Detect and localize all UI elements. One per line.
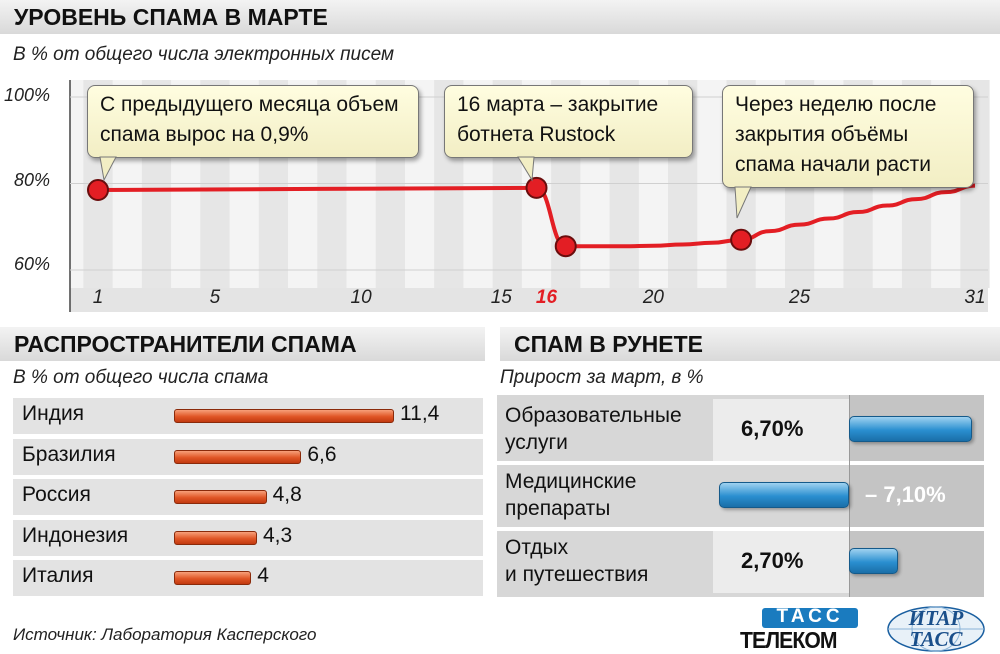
itar-logo-text: ИТАР (908, 606, 964, 630)
line-chart-subtitle: В % от общего числа электронных писем (13, 44, 394, 65)
x-tick-label: 5 (209, 287, 221, 308)
distributors-title: РАСПРОСТРАНИТЕЛИ СПАМА (0, 327, 485, 361)
runet-category-line: Образовательные (505, 404, 682, 427)
runet-value-cell (713, 531, 849, 593)
country-value: 4,3 (262, 523, 293, 547)
country-value: 4,8 (272, 483, 302, 507)
x-tick-label: 25 (789, 287, 811, 308)
runet-bar (849, 548, 899, 574)
callout-rustock-closure: 16 марта – закрытие ботнета Rustock (444, 85, 693, 158)
data-point-marker (730, 228, 753, 251)
callout-spam-recovery: Через неделю после закрытия объёмы спама… (722, 85, 974, 188)
runet-subtitle: Прирост за март, в % (500, 367, 704, 388)
x-tick-label: 31 (964, 287, 986, 308)
y-tick-label: 100% (4, 85, 51, 105)
x-tick-label: 16 (535, 287, 558, 308)
country-label: Индонезия (22, 523, 129, 547)
tass-logo-text: ТАСС (776, 606, 844, 627)
country-bar (174, 530, 257, 545)
country-label: Бразилия (22, 442, 116, 466)
runet-category-line: и путешествия (505, 563, 649, 586)
y-tick-label: 60% (14, 254, 51, 274)
runet-value: – 7,10% (865, 482, 946, 507)
globe-icon (887, 606, 985, 652)
runet-category-line: Медицинские (505, 470, 637, 493)
data-point-marker (87, 178, 109, 201)
tass-telecom-logo: ТАСС ТЕЛЕКОМ (740, 606, 868, 653)
country-value: 6,6 (307, 442, 337, 466)
country-label: Италия (22, 564, 94, 588)
spam-level-line (97, 183, 976, 249)
runet-category-label: Медицинские препараты (505, 468, 636, 522)
runet-zero-line (849, 395, 850, 597)
callout-monthly-growth: С предыдущего месяца объем спама вырос н… (87, 85, 419, 158)
runet-bar (719, 482, 849, 508)
source-note: Источник: Лаборатория Касперского (13, 625, 317, 644)
country-label: Индия (22, 402, 85, 425)
country-label: Россия (22, 483, 91, 507)
x-tick-label: 15 (490, 287, 512, 308)
data-point-marker (525, 176, 548, 199)
runet-category-label: Отдых и путешествия (505, 534, 648, 588)
x-tick-label: 20 (642, 287, 664, 308)
country-bar (174, 409, 395, 423)
country-value: 4 (257, 564, 269, 588)
itar-tass-logo: ИТАР ТАСС (886, 606, 986, 652)
x-tick-label: 1 (92, 287, 104, 308)
runet-value: 2,70% (741, 548, 804, 573)
runet-bar (849, 416, 972, 442)
runet-category-line: Отдых (505, 536, 569, 559)
runet-category-line: препараты (505, 497, 611, 520)
callout-pointers (99, 156, 752, 219)
data-point-marker (554, 235, 577, 258)
y-tick-label: 80% (14, 170, 51, 190)
runet-category-line: услуги (505, 431, 568, 454)
runet-category-label: Образовательные услуги (505, 402, 682, 456)
tass-logo-text: ТАСС (909, 627, 963, 651)
runet-white-separator (497, 527, 984, 531)
country-bar (174, 490, 267, 505)
tass-logo-box (762, 608, 858, 628)
country-bar (174, 571, 252, 586)
runet-white-separator (497, 461, 984, 465)
axis-band (70, 288, 988, 312)
telecom-logo-text: ТЕЛЕКОМ (740, 627, 837, 653)
distributors-subtitle: В % от общего числа спама (13, 367, 269, 388)
runet-value: 6,70% (741, 416, 804, 441)
x-tick-label: 10 (350, 287, 372, 308)
country-bar (174, 449, 302, 464)
line-chart-title: УРОВЕНЬ СПАМА В МАРТЕ (0, 0, 1000, 34)
country-value: 11,4 (400, 402, 440, 425)
runet-title: СПАМ В РУНЕТЕ (500, 327, 1000, 361)
runet-value-cell (713, 399, 849, 461)
